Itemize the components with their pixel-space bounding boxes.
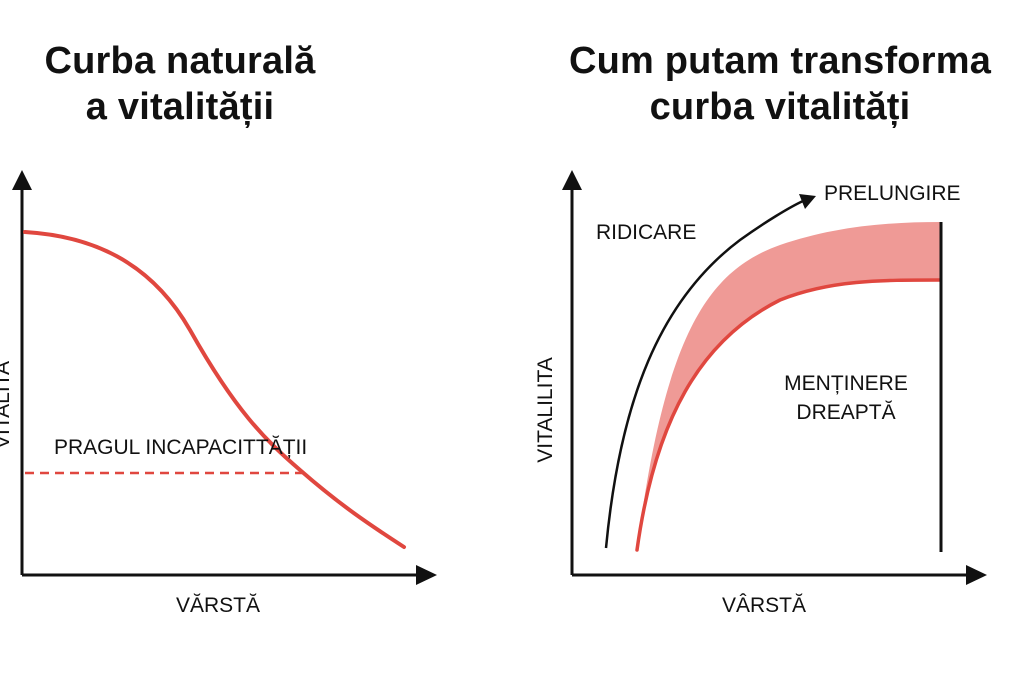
left-y-axis-arrow-icon [12, 170, 32, 190]
maintain-label-line-2: DREAPTĂ [796, 401, 895, 424]
improved-vitality-band [637, 222, 940, 550]
right-x-axis-label: VÂRSTĂ [722, 594, 806, 617]
left-title: Curba naturală a vitalității [0, 38, 360, 130]
raise-extend-arrow [604, 199, 804, 549]
right-title-line-1: Cum putam transforma [568, 40, 992, 82]
left-title-line-1: Curba naturală [44, 40, 316, 82]
left-chart: PRAGUL INCAPACITTĂȚII VĂRSTĂ VITALITA [0, 170, 437, 617]
lower-vitality-curve [635, 278, 942, 552]
threshold-label: PRAGUL INCAPACITTĂȚII [54, 436, 307, 459]
right-x-axis-arrow-icon [966, 565, 987, 585]
extend-label: PRELUNGIRE [824, 182, 961, 205]
right-y-axis-arrow-icon [562, 170, 582, 190]
right-y-axis-label: VITALILITA [534, 357, 557, 462]
left-title-line-2: a vitalității [85, 86, 275, 128]
maintain-label-line-1: MENȚINERE [784, 372, 908, 395]
left-y-axis-label: VITALITA [0, 361, 14, 449]
natural-vitality-curve [23, 230, 406, 549]
left-x-axis-label: VĂRSTĂ [176, 594, 260, 617]
raise-label: RIDICARE [596, 221, 696, 244]
right-chart: RIDICARE PRELUNGIRE MENȚINERE DREAPTĂ VÂ… [534, 170, 987, 617]
left-x-axis-arrow-icon [416, 565, 437, 585]
raise-extend-arrowhead-icon [799, 194, 816, 209]
right-title: Cum putam transforma curba vitalități [545, 38, 1015, 130]
right-title-line-2: curba vitalități [649, 86, 911, 128]
